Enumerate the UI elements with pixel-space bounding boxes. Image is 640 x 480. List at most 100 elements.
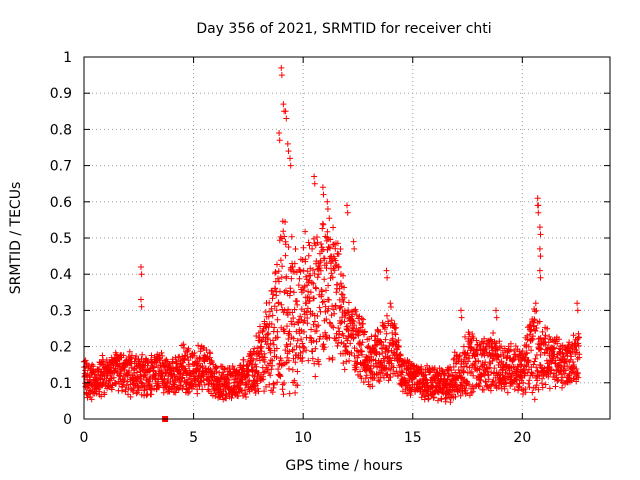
data-point [493,340,500,347]
data-point [325,296,332,303]
data-point [353,360,360,367]
data-points [81,64,583,422]
data-point [529,370,536,377]
data-point [193,361,200,368]
data-point [337,320,344,327]
data-point [489,378,496,385]
data-point [466,381,472,388]
data-point [282,241,289,248]
data-point [399,369,406,376]
data-point [542,381,549,388]
data-point [200,377,207,384]
data-point [311,180,318,187]
data-point [167,378,174,385]
data-point [556,336,562,343]
data-point [542,332,549,339]
data-point [271,303,278,310]
data-point [387,374,394,381]
data-point [334,281,341,288]
data-point [282,219,289,225]
data-point [126,368,133,374]
data-point [343,358,350,365]
data-point [511,386,518,393]
data-point [315,361,322,368]
data-point [213,365,220,371]
data-point [463,363,470,370]
data-point [177,382,184,389]
data-point [339,291,346,298]
y-tick-label: 0.8 [50,122,72,138]
data-point [504,389,511,396]
data-point [383,364,390,371]
data-point [335,340,342,347]
data-point [389,335,396,342]
data-point [309,348,316,355]
data-point [290,355,297,362]
data-point [343,348,350,355]
data-point [485,376,492,383]
data-point [138,296,144,303]
data-point [550,345,557,352]
data-point [451,349,458,356]
data-point [340,298,347,305]
data-point [282,347,289,354]
data-point [544,325,551,332]
data-point [286,328,293,335]
data-point [300,244,307,251]
data-point [240,356,247,363]
data-point [290,289,297,296]
grid-lines [84,57,610,419]
data-point [539,384,546,391]
data-point [522,370,529,377]
data-point [310,280,317,287]
data-point [568,369,575,376]
data-point [319,288,326,295]
data-point [203,347,210,353]
data-point [311,295,317,302]
data-point [386,343,393,349]
y-tick-label: 0 [63,412,72,428]
data-point [159,352,166,359]
data-point [191,350,198,356]
data-point [327,236,334,243]
data-point [318,241,325,247]
data-point [526,384,533,391]
data-point [574,300,581,307]
data-point [557,368,564,375]
data-point [301,328,307,335]
data-point [283,273,290,280]
data-point [309,245,316,252]
data-point [293,343,300,349]
data-point [119,381,126,388]
data-point [265,330,272,337]
x-tick-label: 10 [294,430,312,446]
data-point [564,363,571,369]
data-point [395,373,401,380]
data-point [295,282,302,289]
data-point [292,246,299,252]
data-point [538,346,545,353]
data-point [559,384,565,391]
x-tick-label: 5 [189,430,198,446]
data-point [328,323,335,329]
data-point [334,342,341,349]
data-point [112,380,119,386]
data-point [177,371,184,378]
data-point [395,337,402,344]
data-point [344,310,351,316]
data-point [263,341,270,348]
data-point [352,308,359,315]
data-point [143,392,150,399]
data-point [537,231,544,238]
data-point [483,349,490,356]
data-point [273,345,280,352]
data-point [287,288,294,295]
data-point [278,357,285,364]
x-tick-label: 15 [404,430,422,446]
data-point [311,318,318,325]
data-point [126,348,133,355]
data-point [480,386,487,393]
data-point [388,317,395,324]
data-point [275,366,282,373]
data-point [319,299,326,306]
